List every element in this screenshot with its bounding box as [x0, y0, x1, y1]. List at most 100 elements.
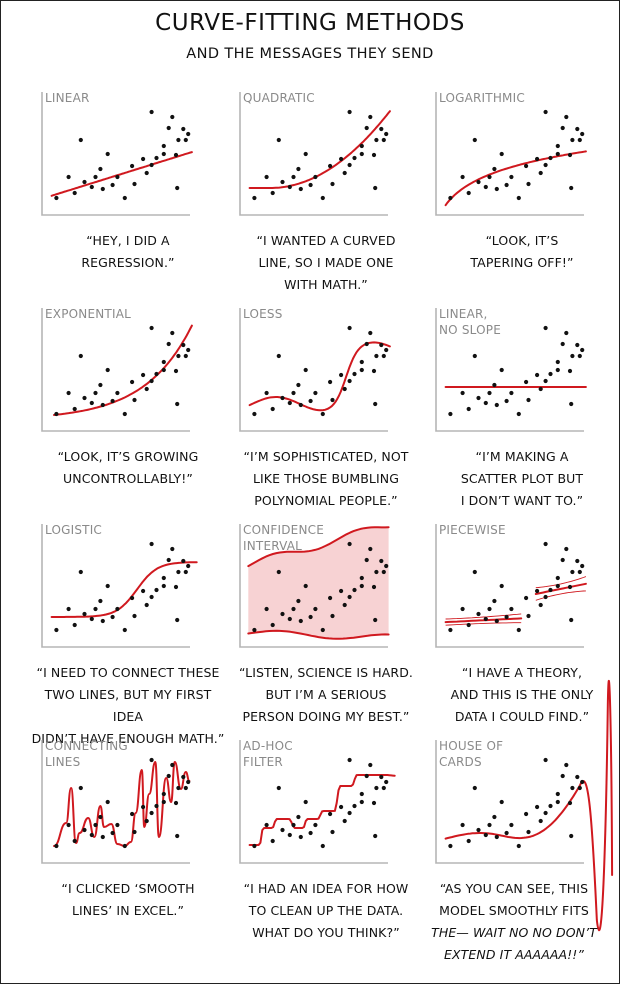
data-point [276, 569, 281, 575]
data-point [130, 163, 135, 169]
data-point [509, 822, 514, 828]
data-point [381, 785, 386, 791]
data-point [291, 390, 296, 396]
data-point [379, 774, 384, 780]
data-point [509, 606, 514, 612]
data-point [144, 170, 149, 176]
data-point [115, 174, 120, 180]
data-point [564, 330, 569, 336]
data-point [342, 170, 347, 176]
data-point [100, 618, 105, 624]
data-point [276, 353, 281, 359]
data-point [342, 818, 347, 824]
data-point [535, 588, 540, 594]
data-point [93, 606, 98, 612]
fit-curve [53, 324, 193, 416]
data-point [303, 367, 308, 373]
data-point [141, 588, 146, 594]
data-point [181, 774, 186, 780]
data-point [359, 359, 364, 365]
data-point [105, 799, 110, 805]
data-point [176, 137, 181, 143]
axis-lines [41, 740, 190, 864]
data-point [298, 402, 303, 408]
data-point [494, 618, 499, 624]
plot-logarithmic [435, 92, 587, 216]
data-point [543, 162, 548, 168]
data-point [328, 379, 333, 385]
data-point [54, 843, 59, 849]
data-point [183, 569, 188, 575]
data-point [339, 156, 344, 162]
data-point [499, 151, 504, 157]
data-point [569, 185, 574, 191]
panel-title: HOUSE OF CARDS [439, 738, 503, 770]
panel-title-line: CONFIDENCE [243, 523, 325, 537]
data-point [575, 558, 580, 564]
data-point [173, 584, 179, 590]
data-point [54, 627, 59, 633]
data-point [374, 569, 379, 575]
panel-title: LOGARITHMIC [439, 90, 525, 106]
plot-loess [239, 308, 391, 432]
data-point [161, 359, 166, 365]
panel-title-line: LOGARITHMIC [439, 91, 525, 105]
data-point [320, 843, 325, 849]
data-point [504, 182, 509, 188]
data-point [330, 181, 335, 187]
data-point [570, 353, 575, 359]
data-point [93, 390, 98, 396]
data-point [359, 151, 364, 157]
data-point [347, 757, 352, 763]
data-point [494, 402, 499, 408]
caption-line: WHAT DO YOU THINK?” [252, 925, 400, 940]
piece-one-error-lines [445, 613, 522, 626]
data-point [499, 799, 504, 805]
caption-line: “I HAD AN IDEA FOR HOW [243, 881, 409, 896]
data-point [328, 163, 333, 169]
data-point [564, 762, 569, 768]
data-point [170, 114, 175, 120]
fit-curve [53, 761, 191, 847]
data-point [176, 353, 181, 359]
data-point [494, 834, 499, 840]
caption-line: MODEL SMOOTHLY FITS [439, 903, 589, 918]
axis-lines [239, 524, 388, 648]
panel-title-line: PIECEWISE [439, 523, 506, 537]
data-point [570, 569, 575, 575]
data-point [175, 617, 180, 623]
data-point [564, 546, 569, 552]
data-point [466, 838, 471, 844]
plot-quadratic [239, 92, 391, 216]
data-point [328, 595, 333, 601]
data-point [100, 834, 105, 840]
data-point [526, 397, 531, 403]
data-point [89, 400, 94, 406]
data-point [516, 627, 521, 633]
data-point [580, 131, 585, 137]
data-point [347, 378, 352, 384]
data-point [567, 584, 573, 590]
data-point [320, 195, 325, 201]
data-point [569, 401, 574, 407]
data-point [472, 569, 477, 575]
data-point [72, 406, 77, 412]
data-point [543, 109, 548, 115]
data-point [472, 785, 477, 791]
data-point [384, 563, 389, 569]
caption-line: AND THIS IS THE ONLY [450, 687, 594, 702]
panel-quadratic: QUADRATIC “I WANTED A CURVED LINE, SO I MA… [236, 88, 436, 318]
data-point [487, 390, 492, 396]
plot-piecewise [435, 524, 587, 648]
data-point [82, 827, 87, 833]
data-point [89, 184, 94, 190]
data-point [132, 829, 137, 835]
data-point [78, 569, 83, 575]
data-point [110, 614, 115, 620]
panel-title: AD-HOC FILTER [243, 738, 293, 770]
data-point [359, 583, 364, 589]
data-point [448, 411, 453, 417]
data-point [144, 602, 149, 608]
panel-title-line: CARDS [439, 755, 482, 769]
data-point [555, 367, 560, 373]
